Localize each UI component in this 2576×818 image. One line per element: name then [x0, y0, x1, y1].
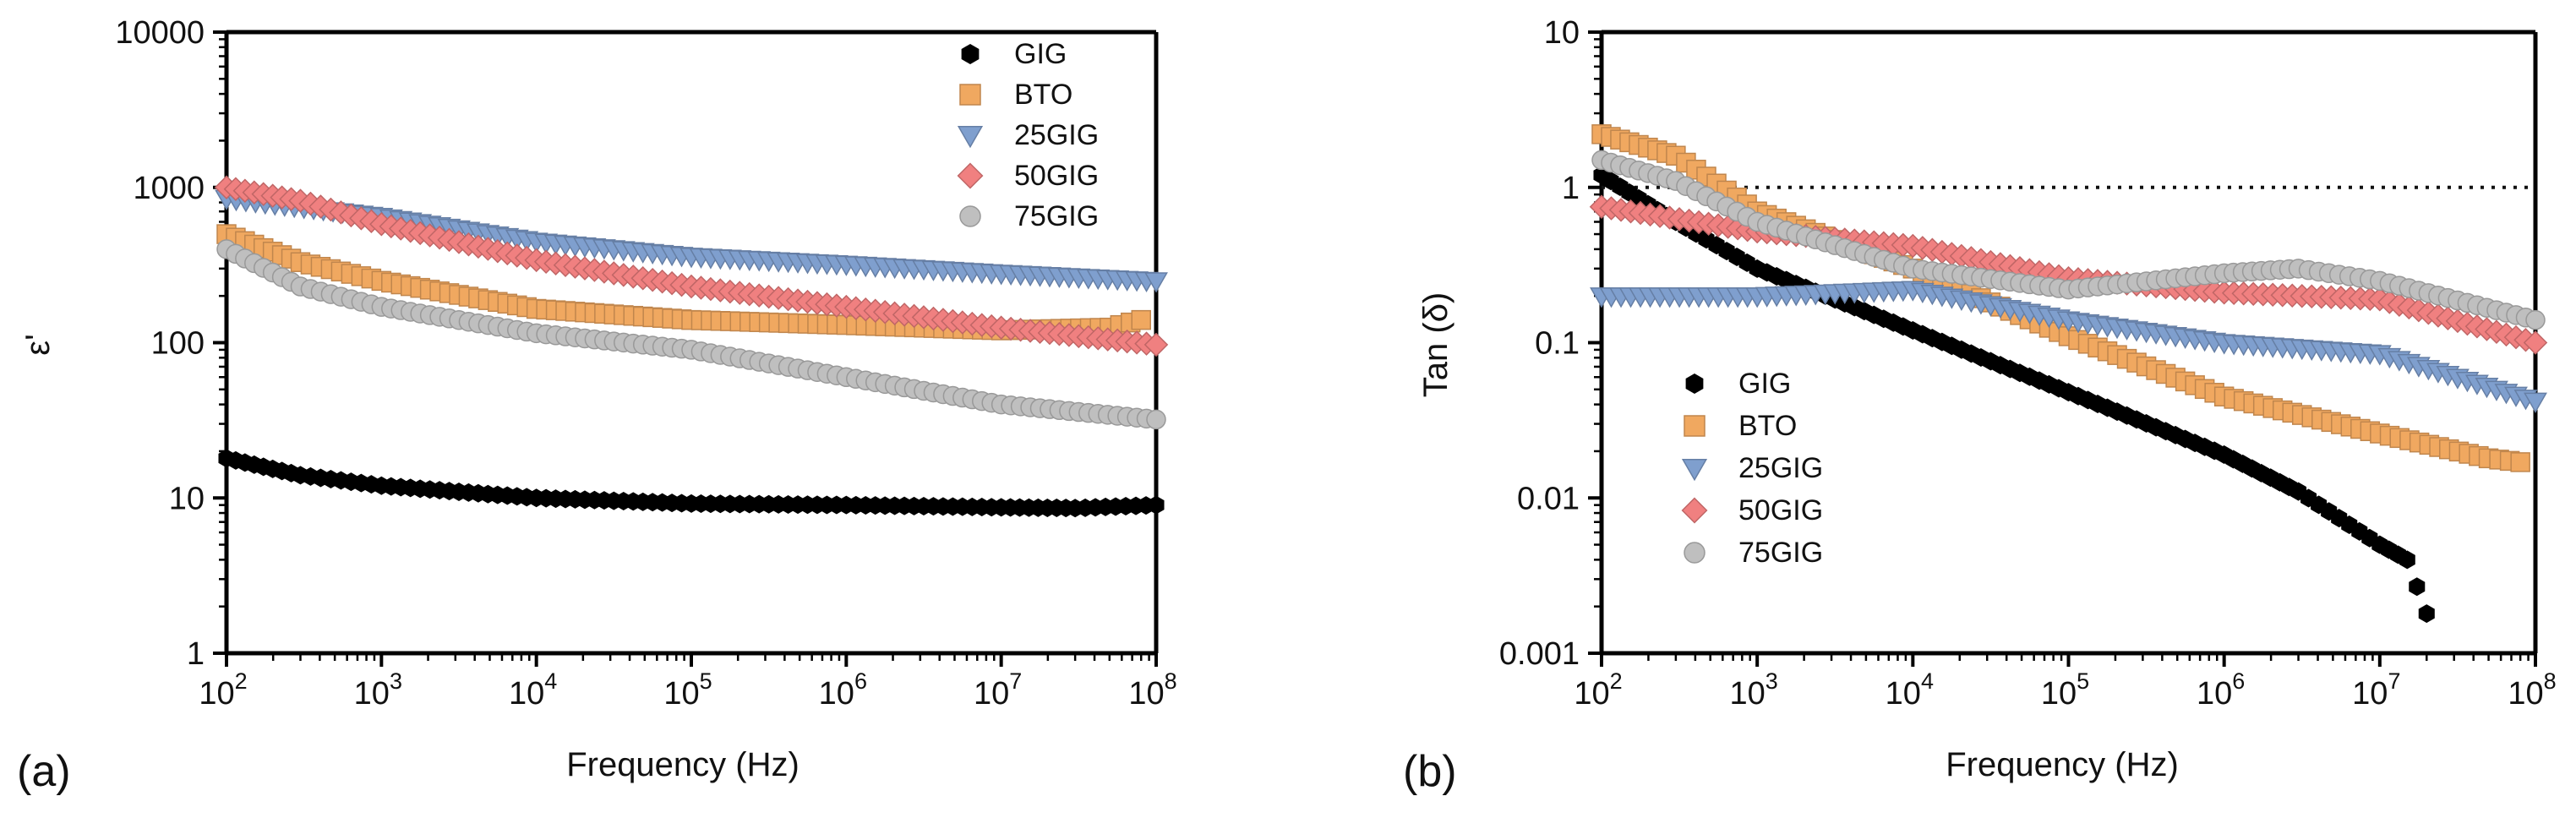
legend-marker [959, 84, 981, 106]
legend-marker [1684, 542, 1706, 564]
legend: GIG BTO 25GIG 50GIG 75GIG [1681, 368, 1823, 569]
data-point [2525, 309, 2546, 330]
data-point [2524, 392, 2547, 413]
data-point [2409, 577, 2426, 597]
y-tick-label: 1000 [133, 171, 205, 206]
data-point [1143, 332, 1169, 357]
legend-label: 25GIG [1014, 119, 1099, 151]
legend-marker [1681, 459, 1708, 482]
x-tick-label: 107 [2352, 668, 2400, 712]
y-tick-label: 0.1 [1535, 326, 1580, 362]
data-point [2523, 330, 2548, 355]
legend-marker [961, 44, 980, 64]
y-tick-label: 1 [1562, 171, 1580, 206]
y-axis-title-b: Tan (δ) [1417, 292, 1454, 398]
legend-label: 25GIG [1738, 452, 1823, 484]
series-25GIG [1590, 281, 2547, 413]
legend: GIG BTO 25GIG 50GIG 75GIG [957, 38, 1099, 232]
x-tick-label: 104 [1886, 668, 1934, 712]
series-GIG [218, 449, 1165, 518]
panel-a: 1 10 100 1000 10000 102 103 104 105 106 107 108 GIG B… [17, 15, 1177, 796]
legend-label: 50GIG [1738, 494, 1823, 526]
plot-area-a: 1 10 100 1000 10000 102 103 104 105 106 107 108 GIG B… [115, 15, 1176, 712]
y-tick-label: 10 [1544, 15, 1580, 51]
y-tick-label: 10 [169, 481, 205, 516]
legend-label: GIG [1738, 368, 1791, 400]
legend-label: 75GIG [1014, 200, 1099, 232]
y-tick-label: 1 [187, 636, 205, 672]
series-75GIG [1591, 150, 2546, 330]
series-50GIG [214, 175, 1169, 357]
legend-label: 75GIG [1738, 537, 1823, 569]
legend-label: 50GIG [1014, 160, 1099, 192]
panel-label-b: (b) [1403, 747, 1457, 796]
x-tick-label: 108 [1128, 668, 1176, 712]
legend-label: GIG [1014, 38, 1067, 70]
y-tick-label: 10000 [115, 15, 205, 51]
data-point [1144, 272, 1168, 293]
x-tick-label: 108 [2508, 668, 2556, 712]
y-axis-title-a: ε' [19, 334, 57, 355]
data-point [2510, 452, 2530, 472]
x-tick-label: 107 [974, 668, 1022, 712]
x-tick-label: 102 [199, 668, 247, 712]
data-point [2418, 604, 2435, 624]
y-tick-label: 0.01 [1517, 481, 1580, 516]
y-tick-label: 0.001 [1499, 636, 1580, 672]
plot-area-b: 0.001 0.01 0.1 1 10 102 103 104 105 106 107 108 GIG B… [1499, 15, 2557, 712]
legend-marker [957, 126, 984, 149]
x-tick-label: 103 [1730, 668, 1778, 712]
x-tick-label: 103 [354, 668, 402, 712]
series-75GIG [216, 239, 1166, 430]
x-axis-title-a: Frequency (Hz) [566, 746, 800, 783]
x-tick-label: 105 [2041, 668, 2089, 712]
data-point [1131, 309, 1151, 330]
legend-label: BTO [1738, 410, 1797, 442]
data-point [1146, 409, 1166, 430]
x-tick-label: 105 [663, 668, 712, 712]
data-point [1148, 495, 1165, 515]
legend-marker [1681, 497, 1708, 524]
panel-label-a: (a) [17, 747, 71, 796]
x-tick-label: 106 [819, 668, 867, 712]
y-tick-label: 100 [151, 326, 205, 362]
legend-marker [1685, 374, 1704, 394]
panel-b: 0.001 0.01 0.1 1 10 102 103 104 105 106 107 108 GIG B… [1403, 15, 2557, 796]
legend-marker [1684, 415, 1706, 437]
x-tick-label: 106 [2197, 668, 2245, 712]
series-25GIG [215, 189, 1168, 293]
x-axis-title-b: Frequency (Hz) [1946, 746, 2179, 783]
legend-marker [959, 205, 981, 227]
data-point [2399, 550, 2415, 570]
legend-label: BTO [1014, 79, 1072, 111]
x-tick-label: 104 [509, 668, 557, 712]
series-GIG [1593, 166, 2435, 624]
x-tick-label: 102 [1574, 668, 1622, 712]
legend-marker [957, 162, 984, 189]
